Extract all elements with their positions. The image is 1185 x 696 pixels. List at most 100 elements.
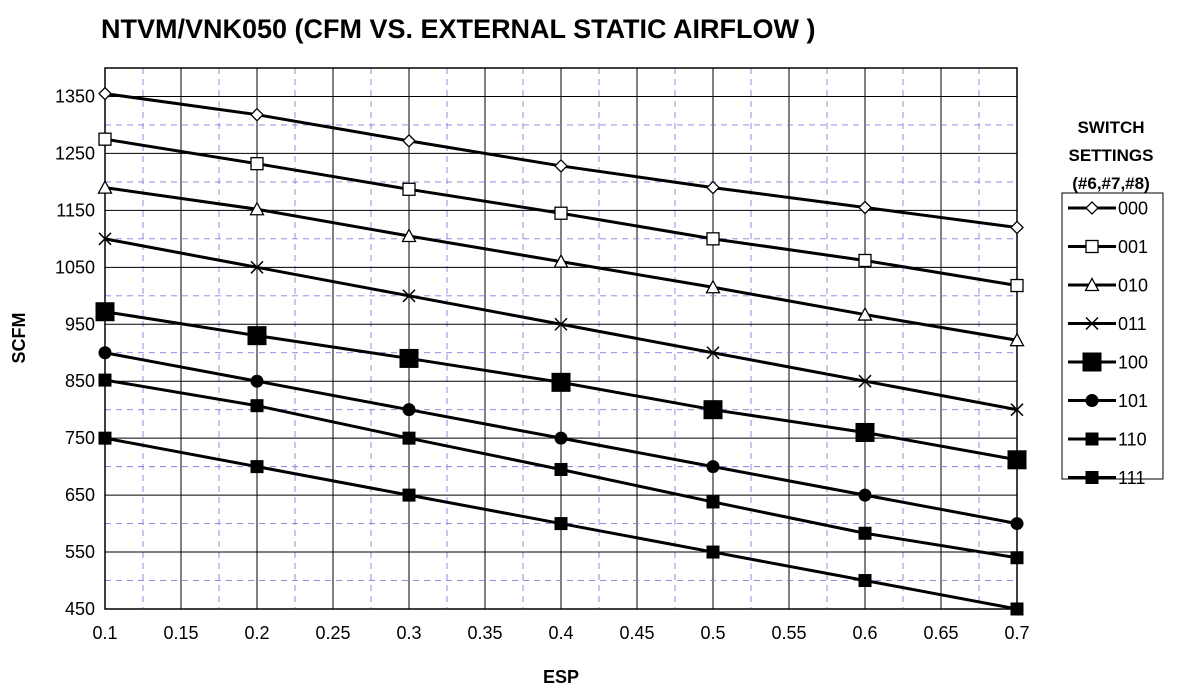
- x-tick-label: 0.25: [315, 623, 350, 643]
- data-point: [402, 133, 416, 148]
- y-axis-ticks: 450 550 650 750 850 950 1050 1150 1250 1350: [55, 86, 95, 619]
- y-axis-title: SCFM: [9, 313, 29, 364]
- legend-label: 100: [1118, 353, 1148, 373]
- legend-label: 111: [1118, 468, 1145, 488]
- x-tick-label: 0.2: [244, 623, 269, 643]
- legend-item: 110: [1068, 430, 1147, 450]
- y-tick-label: 450: [65, 599, 95, 619]
- series-011: [98, 232, 1024, 417]
- data-point: [399, 348, 419, 368]
- data-point: [1010, 517, 1024, 531]
- data-point: [250, 399, 264, 413]
- x-axis-title: ESP: [543, 667, 579, 687]
- y-tick-label: 1050: [55, 257, 95, 277]
- data-point: [705, 279, 721, 294]
- legend-label: 110: [1118, 430, 1147, 450]
- data-point: [554, 431, 568, 445]
- legend-label: 010: [1118, 276, 1148, 296]
- series-001: [98, 132, 1024, 293]
- data-point: [706, 545, 720, 559]
- data-point: [250, 157, 264, 171]
- data-point: [1007, 450, 1027, 470]
- data-point: [858, 488, 872, 502]
- legend-item: 010: [1068, 276, 1148, 296]
- series-111: [98, 431, 1024, 616]
- data-point: [554, 206, 568, 220]
- legend-marker: [1084, 277, 1100, 292]
- data-point: [1010, 278, 1024, 293]
- data-point: [402, 488, 416, 502]
- series-100: [95, 302, 1027, 470]
- y-tick-label: 650: [65, 485, 95, 505]
- data-point: [703, 400, 723, 420]
- data-point: [250, 260, 264, 274]
- legend-label: 011: [1118, 314, 1147, 334]
- legend-marker: [1085, 432, 1099, 446]
- x-tick-label: 0.3: [396, 623, 421, 643]
- legend-marker: [1085, 471, 1099, 484]
- data-point: [247, 326, 267, 346]
- series-000: [98, 86, 1024, 235]
- x-tick-label: 0.6: [852, 623, 877, 643]
- y-tick-label: 850: [65, 371, 95, 391]
- data-point: [855, 422, 875, 442]
- legend-marker: [1082, 352, 1102, 372]
- data-point: [98, 232, 112, 246]
- legend-title-line: (#6,#7,#8): [1072, 174, 1150, 193]
- legend-items: 000 001 010 011 100 101 110 111: [1068, 199, 1148, 488]
- data-point: [553, 253, 569, 268]
- data-point: [402, 403, 416, 417]
- legend-marker: [1085, 394, 1099, 407]
- data-point: [554, 517, 568, 531]
- y-tick-label: 1350: [55, 86, 95, 106]
- data-point: [858, 374, 872, 388]
- legend-item: 011: [1068, 314, 1147, 334]
- x-axis-ticks: 0.1 0.15 0.2 0.25 0.3 0.35 0.4 0.45 0.5 0.55 0.6 0.…: [92, 623, 1029, 643]
- data-point: [250, 460, 264, 474]
- data-point: [1010, 551, 1024, 565]
- data-point: [706, 460, 720, 474]
- data-point: [1010, 220, 1024, 235]
- legend-marker: [1085, 201, 1099, 215]
- data-point: [554, 462, 568, 476]
- data-point: [98, 346, 112, 360]
- data-point: [401, 228, 417, 243]
- data-point: [858, 200, 872, 215]
- legend: SWITCH SETTINGS (#6,#7,#8) 000 001 010 011 1…: [1061, 118, 1164, 488]
- legend-title-line: SWITCH: [1077, 118, 1144, 137]
- x-tick-label: 0.55: [771, 623, 806, 643]
- legend-item: 100: [1068, 352, 1148, 373]
- data-point: [250, 374, 264, 388]
- legend-item: 000: [1068, 199, 1148, 219]
- legend-marker: [1085, 239, 1099, 254]
- data-point: [858, 253, 872, 268]
- x-tick-label: 0.15: [163, 623, 198, 643]
- legend-item: 101: [1068, 391, 1148, 411]
- series-101: [98, 346, 1024, 531]
- data-point: [706, 180, 720, 195]
- data-point: [98, 431, 112, 445]
- data-point: [402, 431, 416, 445]
- legend-label: 101: [1118, 391, 1148, 411]
- legend-label: 000: [1118, 199, 1148, 219]
- y-tick-label: 1150: [56, 200, 95, 220]
- data-point: [551, 372, 571, 392]
- data-point: [95, 302, 115, 322]
- series-110: [98, 373, 1024, 565]
- series-010: [97, 179, 1025, 347]
- data-point: [1010, 602, 1024, 616]
- data-point: [857, 306, 873, 321]
- data-point: [98, 132, 112, 146]
- data-point: [554, 317, 568, 331]
- legend-marker: [1085, 316, 1099, 331]
- y-tick-label: 550: [65, 542, 95, 562]
- x-tick-label: 0.5: [700, 623, 725, 643]
- legend-title-line: SETTINGS: [1068, 146, 1153, 165]
- data-point: [858, 574, 872, 588]
- y-tick-label: 750: [65, 428, 95, 448]
- data-point: [1009, 332, 1025, 347]
- data-point: [402, 289, 416, 303]
- x-tick-label: 0.7: [1004, 623, 1029, 643]
- data-point: [706, 346, 720, 360]
